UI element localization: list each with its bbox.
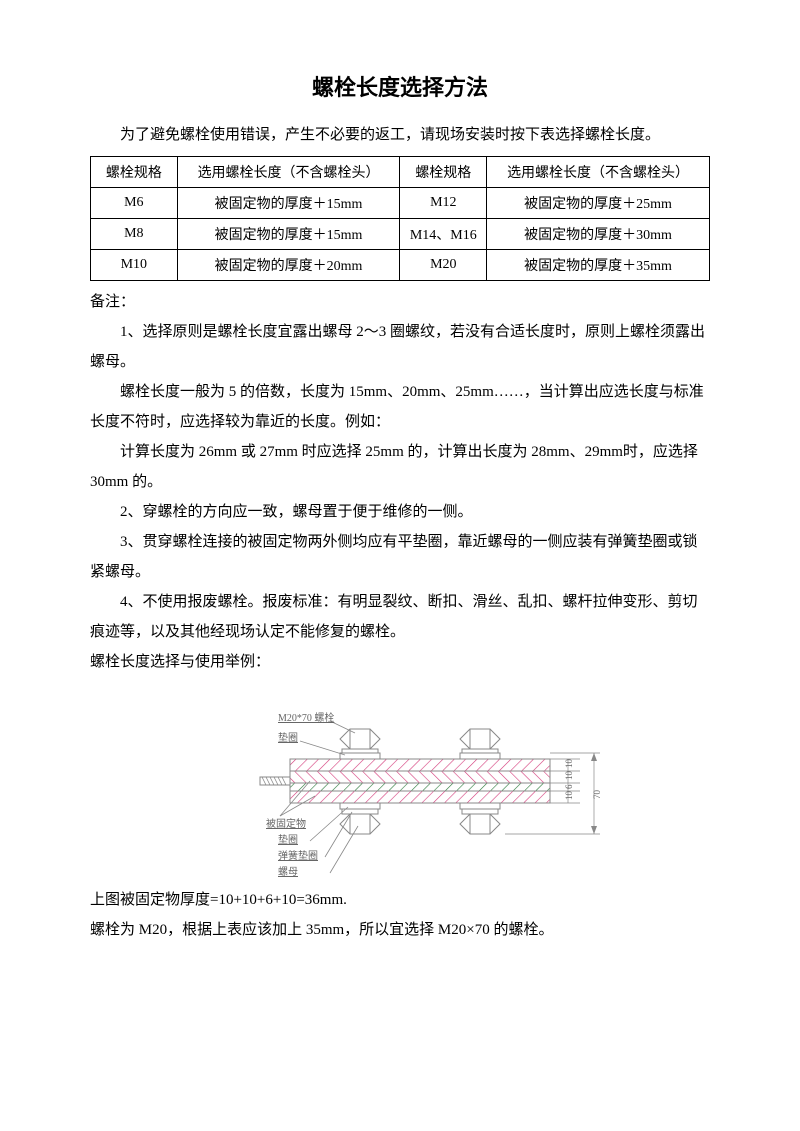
- table-cell: M8: [91, 219, 178, 250]
- note-paragraph: 2、穿螺栓的方向应一致，螺母置于便于维修的一侧。: [90, 497, 710, 527]
- table-header-row: 螺栓规格 选用螺栓长度（不含螺栓头） 螺栓规格 选用螺栓长度（不含螺栓头）: [91, 157, 710, 188]
- note-paragraph: 4、不使用报废螺栓。报废标准：有明显裂纹、断扣、滑丝、乱扣、螺杆拉伸变形、剪切痕…: [90, 587, 710, 647]
- table-header: 螺栓规格: [400, 157, 487, 188]
- table-cell: 被固定物的厚度＋15mm: [177, 219, 400, 250]
- dim-total: 70: [592, 790, 602, 800]
- table-row: M8 被固定物的厚度＋15mm M14、M16 被固定物的厚度＋30mm: [91, 219, 710, 250]
- table-header: 选用螺栓长度（不含螺栓头）: [487, 157, 710, 188]
- dim-10c: 10: [564, 791, 574, 801]
- bolt-spec-table: 螺栓规格 选用螺栓长度（不含螺栓头） 螺栓规格 选用螺栓长度（不含螺栓头） M6…: [90, 156, 710, 281]
- fixed-plates: [290, 759, 550, 803]
- table-cell: M14、M16: [400, 219, 487, 250]
- table-header: 选用螺栓长度（不含螺栓头）: [177, 157, 400, 188]
- label-bolt: M20*70 螺栓: [278, 711, 334, 724]
- page-title: 螺栓长度选择方法: [90, 70, 710, 102]
- bolt-thread-tail: [260, 777, 290, 785]
- bolt-diagram-svg: M20*70 螺栓 垫圈 被固定物 垫圈 弹簧垫圈 螺母: [170, 681, 630, 881]
- example-label: 螺栓长度选择与使用举例：: [90, 647, 710, 677]
- label-spring: 弹簧垫圈: [278, 849, 318, 862]
- table-cell: 被固定物的厚度＋35mm: [487, 250, 710, 281]
- table-cell: M6: [91, 188, 178, 219]
- label-nut: 螺母: [278, 866, 298, 878]
- notes-label: 备注：: [90, 287, 710, 317]
- dim-10a: 10: [564, 759, 574, 769]
- conclusion-2: 螺栓为 M20，根据上表应该加上 35mm，所以宜选择 M20×70 的螺栓。: [90, 915, 710, 945]
- document-page: 螺栓长度选择方法 为了避免螺栓使用错误，产生不必要的返工，请现场安装时按下表选择…: [0, 0, 800, 1131]
- label-washer2: 垫圈: [278, 833, 298, 846]
- bolt-diagram: M20*70 螺栓 垫圈 被固定物 垫圈 弹簧垫圈 螺母: [90, 681, 710, 881]
- table-cell: 被固定物的厚度＋15mm: [177, 188, 400, 219]
- intro-paragraph: 为了避免螺栓使用错误，产生不必要的返工，请现场安装时按下表选择螺栓长度。: [90, 120, 710, 150]
- label-fixed: 被固定物: [266, 817, 306, 830]
- table-cell: 被固定物的厚度＋20mm: [177, 250, 400, 281]
- table-cell: M10: [91, 250, 178, 281]
- table-cell: M20: [400, 250, 487, 281]
- dim-10b: 10: [564, 771, 574, 781]
- conclusion-1: 上图被固定物厚度=10+10+6+10=36mm.: [90, 885, 710, 915]
- table-header: 螺栓规格: [91, 157, 178, 188]
- note-paragraph: 3、贯穿螺栓连接的被固定物两外侧均应有平垫圈，靠近螺母的一侧应装有弹簧垫圈或锁紧…: [90, 527, 710, 587]
- dim-6: 6: [564, 784, 574, 789]
- table-cell: M12: [400, 188, 487, 219]
- note-paragraph: 螺栓长度一般为 5 的倍数，长度为 15mm、20mm、25mm……，当计算出应…: [90, 377, 710, 437]
- table-cell: 被固定物的厚度＋30mm: [487, 219, 710, 250]
- note-paragraph: 1、选择原则是螺栓长度宜露出螺母 2～3 圈螺纹，若没有合适长度时，原则上螺栓须…: [90, 317, 710, 377]
- table-row: M6 被固定物的厚度＋15mm M12 被固定物的厚度＋25mm: [91, 188, 710, 219]
- table-cell: 被固定物的厚度＋25mm: [487, 188, 710, 219]
- note-paragraph: 计算长度为 26mm 或 27mm 时应选择 25mm 的，计算出长度为 28m…: [90, 437, 710, 497]
- table-row: M10 被固定物的厚度＋20mm M20 被固定物的厚度＋35mm: [91, 250, 710, 281]
- label-washer: 垫圈: [278, 731, 298, 744]
